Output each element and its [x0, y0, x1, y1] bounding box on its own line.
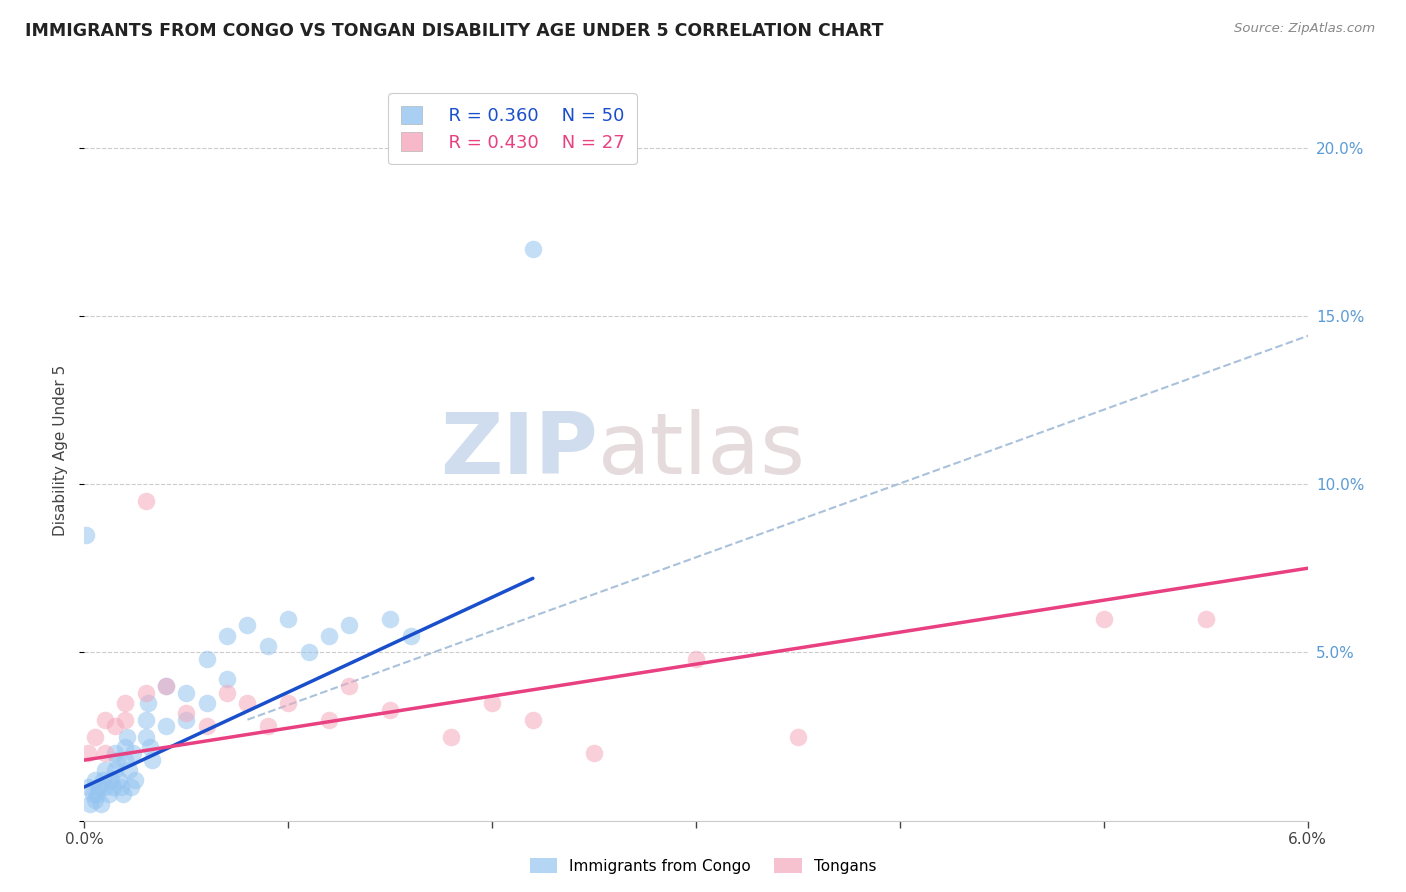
Point: [108, 773, 131, 788]
Point: [83, 730, 105, 744]
Point: [82, 787, 104, 801]
Point: [217, 673, 239, 687]
Point: [83, 773, 105, 788]
Point: [135, 730, 157, 744]
Point: [155, 679, 177, 693]
Point: [115, 730, 138, 744]
Point: [380, 612, 402, 626]
Point: [399, 628, 422, 642]
Point: [77, 747, 100, 761]
Point: [236, 696, 259, 710]
Text: atlas: atlas: [598, 409, 806, 492]
Point: [93, 763, 117, 777]
Point: [83, 793, 105, 807]
Point: [104, 719, 127, 733]
Point: [155, 719, 177, 733]
Point: [277, 696, 299, 710]
Point: [440, 730, 463, 744]
Point: [522, 242, 544, 256]
Point: [380, 703, 402, 717]
Point: [217, 628, 239, 642]
Point: [155, 679, 177, 693]
Text: IMMIGRANTS FROM CONGO VS TONGAN DISABILITY AGE UNDER 5 CORRELATION CHART: IMMIGRANTS FROM CONGO VS TONGAN DISABILI…: [25, 22, 884, 40]
Point: [141, 753, 163, 767]
Point: [685, 652, 707, 666]
Point: [91, 773, 114, 788]
Point: [339, 618, 361, 632]
Point: [135, 686, 157, 700]
Point: [176, 686, 198, 700]
Point: [93, 747, 117, 761]
Point: [90, 797, 112, 811]
Point: [195, 652, 218, 666]
Point: [118, 763, 141, 777]
Point: [110, 780, 132, 794]
Point: [114, 739, 136, 754]
Point: [124, 773, 146, 788]
Point: [257, 719, 280, 733]
Point: [318, 713, 340, 727]
Point: [136, 696, 159, 710]
Legend:   R = 0.360    N = 50,   R = 0.430    N = 27: R = 0.360 N = 50, R = 0.430 N = 27: [388, 93, 637, 164]
Text: ZIP: ZIP: [440, 409, 598, 492]
Point: [787, 730, 810, 744]
Point: [120, 780, 142, 794]
Point: [114, 696, 136, 710]
Point: [195, 719, 218, 733]
Point: [86, 787, 108, 801]
Point: [122, 747, 145, 761]
Point: [135, 713, 157, 727]
Point: [105, 753, 128, 767]
Point: [195, 696, 218, 710]
Point: [114, 713, 136, 727]
Point: [176, 706, 198, 720]
Point: [583, 747, 606, 761]
Point: [101, 780, 124, 794]
Text: Source: ZipAtlas.com: Source: ZipAtlas.com: [1234, 22, 1375, 36]
Point: [135, 494, 157, 508]
Point: [104, 747, 127, 761]
Point: [277, 612, 299, 626]
Point: [176, 713, 198, 727]
Point: [77, 780, 100, 794]
Point: [339, 679, 361, 693]
Point: [79, 797, 101, 811]
Point: [1092, 612, 1115, 626]
Point: [104, 763, 127, 777]
Point: [298, 645, 321, 659]
Point: [93, 713, 117, 727]
Point: [1195, 612, 1218, 626]
Point: [138, 739, 160, 754]
Point: [97, 787, 120, 801]
Point: [100, 773, 122, 788]
Point: [522, 713, 544, 727]
Legend: Immigrants from Congo, Tongans: Immigrants from Congo, Tongans: [523, 852, 883, 880]
Point: [114, 753, 136, 767]
Point: [93, 780, 117, 794]
Point: [481, 696, 503, 710]
Point: [217, 686, 239, 700]
Point: [112, 787, 135, 801]
Point: [257, 639, 280, 653]
Point: [87, 780, 110, 794]
Point: [75, 527, 97, 541]
Y-axis label: Disability Age Under 5: Disability Age Under 5: [53, 365, 69, 536]
Point: [318, 628, 340, 642]
Point: [236, 618, 259, 632]
